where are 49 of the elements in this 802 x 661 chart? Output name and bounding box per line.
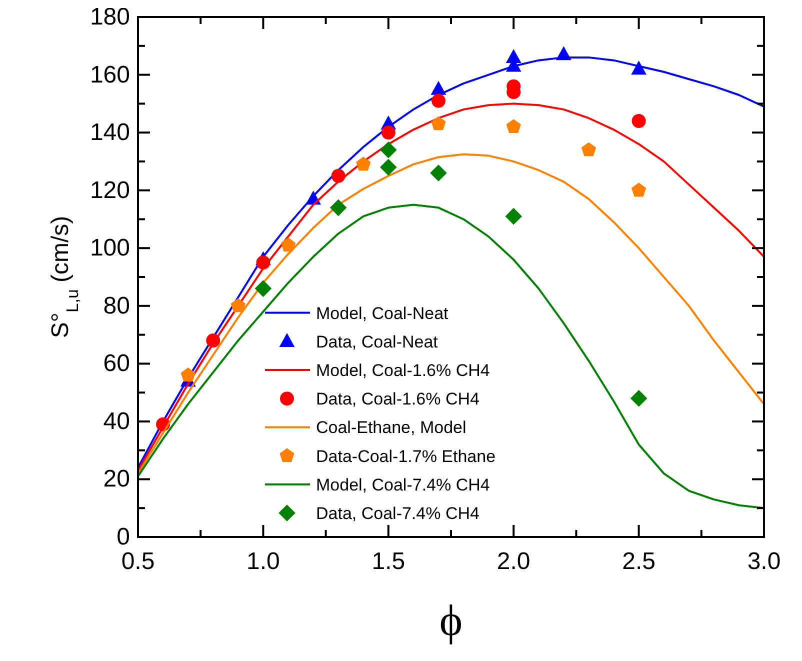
legend-label: Data-Coal-1.7% Ethane [316,446,496,466]
x-tick-label: 3.0 [747,548,781,575]
point [431,94,446,108]
point [331,168,346,183]
y-tick-label: 80 [103,292,130,320]
x-tick-label: 1.5 [372,548,406,575]
x-axis-title: ϕ [439,596,463,645]
point [505,208,522,225]
legend-label: Model, Coal-1.6% CH4 [316,361,490,380]
legend-label: Model, Coal-Neat [316,304,449,323]
y-tick-label: 40 [103,408,130,435]
x-tick-label: 2.0 [496,548,530,575]
y-tick-label: 100 [90,234,130,262]
x-tick-label: 2.5 [622,548,656,575]
point [254,280,272,297]
point [180,368,196,382]
y-tick-label: 140 [90,119,130,146]
legend-label: Data, Coal-1.6% CH4 [316,390,480,409]
legend-label: Model, Coal-7.4% CH4 [316,475,490,494]
y-tick-label: 160 [90,61,130,88]
point [430,80,446,95]
point [280,238,296,252]
y-tick-label: 0 [116,524,130,550]
point [556,46,572,60]
y-tick-label: 180 [90,4,130,30]
y-tick-label: 60 [103,350,130,378]
legend-label: Data, Coal-Neat [316,332,438,352]
point [431,116,446,130]
point [330,199,347,216]
point [256,256,270,270]
point [581,142,596,156]
point [381,126,396,140]
legend-label: Data, Coal-7.4% CH4 [316,504,480,523]
point [380,141,397,158]
point [356,156,371,171]
point [631,60,646,75]
x-tick-label: 1.0 [246,548,280,575]
point [430,164,447,182]
point [630,390,648,407]
point [506,119,521,134]
point [632,114,646,128]
point [206,334,220,348]
legend-label: Coal-Ethane, Model [316,418,466,438]
x-tick-label: 0.5 [121,548,155,575]
point [631,182,646,197]
point [230,298,246,312]
point [380,158,397,176]
y-tick-label: 20 [103,466,130,493]
y-tick-label: 120 [90,176,130,204]
